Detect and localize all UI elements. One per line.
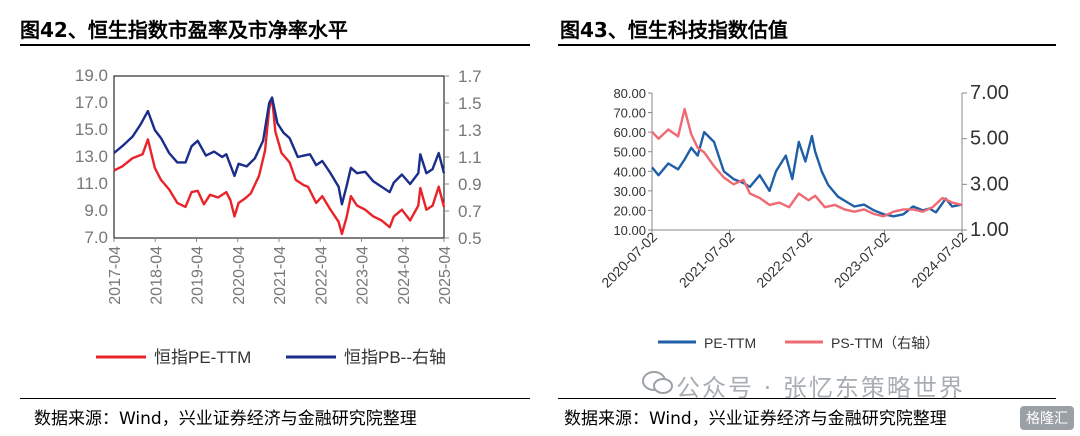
x-tick-label: 2022-04	[313, 246, 330, 305]
right-y-tick-label: 7.00	[970, 82, 1009, 104]
right-y-tick-label: 1.5	[458, 94, 482, 113]
plot-frame	[113, 75, 445, 239]
left-chart-title: 图42、恒生指数市盈率及市净率水平	[20, 18, 348, 42]
right-source-note: 数据来源：Wind，兴业证券经济与金融研究院整理	[564, 409, 947, 429]
left-y-tick-label: 70.00	[613, 106, 646, 121]
left-y-tick-label: 7.0	[84, 228, 108, 247]
x-tick-label: 2021-04	[272, 246, 289, 305]
legend-label-1: 恒指PE-TTM	[154, 348, 251, 367]
left-y-tick-label: 11.0	[76, 174, 108, 193]
right-y-tick-label: 1.3	[458, 121, 482, 140]
wechat-icon	[642, 371, 673, 394]
right-title-rule	[558, 44, 1056, 46]
right-chart-title: 图43、恒生科技指数估值	[560, 18, 788, 42]
legend-label-2: 恒指PB--右轴	[344, 348, 446, 367]
left-y-tick-label: 60.00	[613, 125, 646, 140]
right-y-tick-label: 1.00	[970, 219, 1009, 241]
x-tick-label: 2023-04	[355, 246, 372, 305]
watermark-text: 公众号 · 张忆东策略世界	[676, 374, 965, 402]
x-tick-label: 2024-07-02	[908, 229, 970, 291]
series-line-1	[113, 96, 446, 236]
series-line-2	[651, 107, 963, 218]
left-y-tick-label: 9.0	[84, 201, 108, 220]
right-y-tick-label: 5.00	[970, 128, 1009, 150]
x-tick-label: 2022-07-02	[753, 229, 815, 291]
legend-label-1: PE-TTM	[704, 335, 756, 351]
right-y-tick-label: 1.1	[458, 148, 482, 167]
left-y-tick-label: 15.0	[75, 120, 108, 139]
left-y-tick-label: 40.00	[613, 164, 646, 179]
x-tick-label: 2020-04	[231, 246, 248, 305]
left-y-tick-label: 20.00	[613, 203, 646, 218]
left-y-tick-label: 17.0	[75, 93, 108, 112]
left-y-tick-label: 10.00	[613, 223, 646, 238]
left-y-tick-label: 50.00	[613, 145, 646, 160]
x-tick-label: 2024-04	[396, 246, 413, 305]
left-y-tick-label: 13.0	[75, 147, 108, 166]
x-tick-label: 2023-07-02	[831, 229, 893, 291]
left-y-tick-label: 80.00	[613, 86, 646, 101]
right-y-tick-label: 3.00	[970, 173, 1009, 195]
right-source-rule	[558, 398, 1056, 399]
corner-logo: 格隆汇	[1020, 406, 1074, 430]
hstech-valuation-chart: 80.00 70.00 60.00 50.00 40.00 30.00 20.00 10.00…	[598, 82, 1009, 351]
left-y-tick-label: 30.00	[613, 184, 646, 199]
series-line-1	[651, 130, 963, 218]
left-title-rule	[20, 44, 530, 46]
left-y-tick-label: 19.0	[75, 66, 108, 85]
right-y-tick-label: 0.5	[458, 229, 482, 248]
left-panel: 图42、恒生指数市盈率及市净率水平 19.0 17.0 15.0 13.0 11.0 9.…	[0, 0, 530, 436]
right-y-tick-label: 0.7	[458, 202, 482, 221]
right-y-tick-label: 1.7	[458, 67, 482, 86]
x-tick-label: 2025-04	[437, 246, 454, 305]
left-source-note: 数据来源：Wind，兴业证券经济与金融研究院整理	[34, 409, 417, 429]
pe-pb-chart: 19.0 17.0 15.0 13.0 11.0 9.0 7.0 1.7 1.5 1.3 1.1 0.…	[75, 66, 482, 367]
left-source-rule	[20, 398, 530, 399]
x-tick-label: 2018-04	[148, 246, 165, 305]
x-tick-label: 2019-04	[190, 246, 207, 305]
right-y-tick-label: 0.9	[458, 175, 482, 194]
series-line-2	[113, 96, 446, 206]
x-tick-label: 2021-07-02	[676, 229, 738, 291]
legend-label-2: PS-TTM（右轴）	[831, 335, 939, 351]
x-tick-label: 2017-04	[107, 246, 124, 305]
right-panel: 图43、恒生科技指数估值 80.00 70.00 60.00 50.00 40.00 30…	[548, 0, 1080, 436]
